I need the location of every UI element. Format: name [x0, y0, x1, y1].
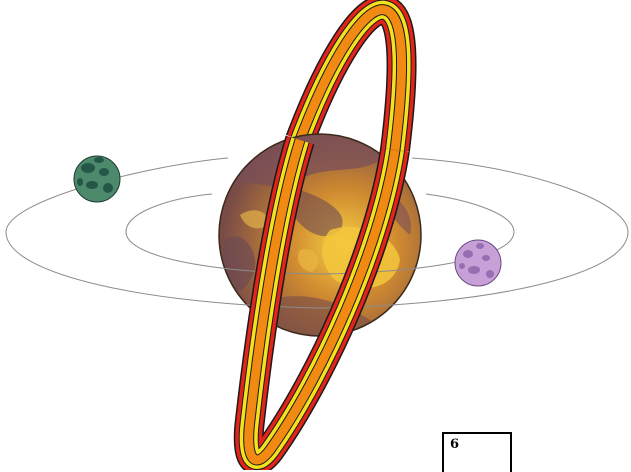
ring-front [233, 135, 410, 470]
green-moon [73, 155, 121, 203]
figure-label: 6 [450, 437, 460, 452]
outer-orbit-front [5, 231, 629, 309]
figure-label-box: 6 [442, 432, 512, 472]
purple-moon [454, 239, 502, 287]
inner-orbit-back [125, 193, 515, 233]
ring-back [285, 0, 417, 152]
